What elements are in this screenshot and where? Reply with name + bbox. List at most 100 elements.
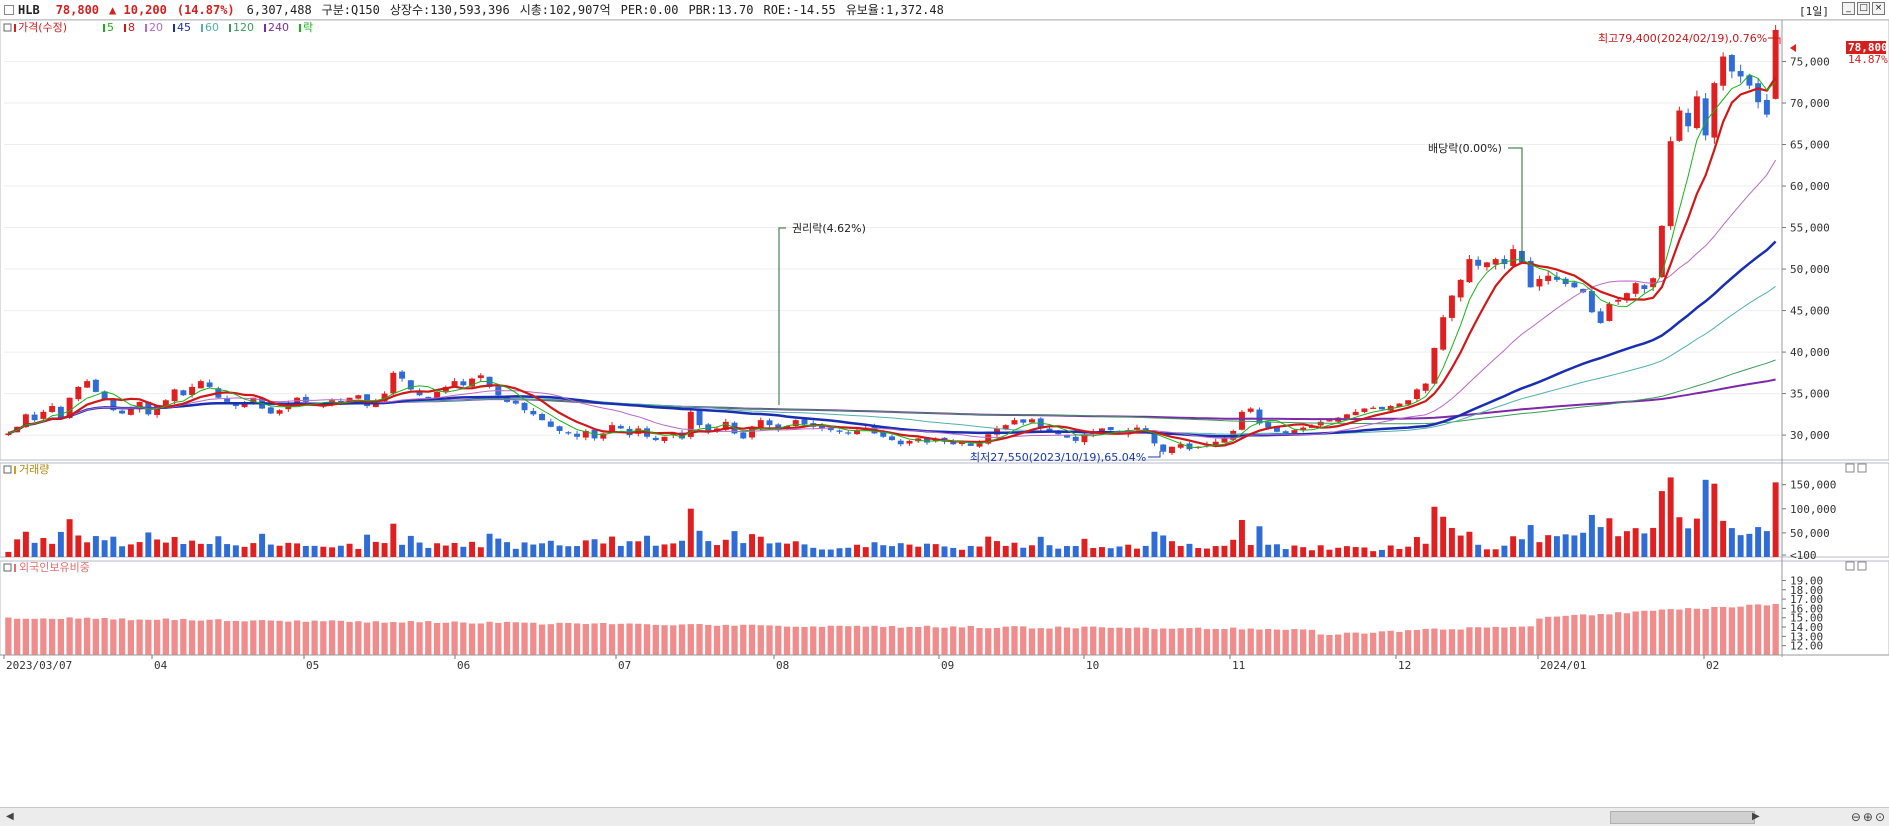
legend-swatch [299, 24, 301, 32]
price-tick-label: 35,000 [1790, 388, 1830, 401]
foreign-bar [328, 620, 336, 655]
volume-bar [1466, 531, 1473, 557]
zoom-in-icon[interactable]: ⊕ [1862, 810, 1873, 824]
foreign-bar [1492, 626, 1499, 655]
volume-bar [1020, 547, 1027, 557]
candle-body [1466, 259, 1473, 283]
volume-bar [49, 543, 56, 557]
stock-chart[interactable]: 30,000 35,000 40,000 45,000 50,000 55,000 60,0… [0, 20, 1889, 807]
foreign-bar [1273, 629, 1281, 655]
volume-bar [1081, 538, 1088, 557]
x-tick-label: 04 [154, 659, 168, 672]
candle-body [206, 382, 213, 387]
volume-bar [1160, 535, 1167, 557]
x-tick-label: 12 [1398, 659, 1411, 672]
period-label[interactable]: [1일] [1799, 5, 1829, 18]
volume-bar [1772, 482, 1779, 557]
volume-bar [1212, 546, 1219, 557]
foreign-bar [468, 623, 476, 655]
foreign-bar [433, 622, 441, 655]
candle-body [652, 437, 659, 441]
foreign-bar [1072, 628, 1079, 655]
current-price: 78,800 [55, 2, 100, 17]
volume-bar [495, 538, 502, 557]
price-tick-label: 50,000 [1790, 263, 1830, 276]
foreign-bar [1370, 632, 1377, 655]
volume-bar [1221, 545, 1228, 557]
volume-bar [1641, 533, 1648, 557]
candle-body [1527, 260, 1534, 288]
candle-body [1676, 110, 1683, 141]
foreign-bar [302, 621, 309, 655]
candle-body [1588, 291, 1595, 313]
candle-body [617, 425, 624, 429]
foreign-bar [13, 618, 21, 655]
volume-bar [889, 546, 895, 557]
volume-bar [1518, 539, 1525, 557]
volume-bar [1265, 544, 1272, 557]
legend-swatch [201, 24, 203, 32]
volume-bar [1037, 536, 1044, 557]
symbol-checkbox-icon[interactable] [4, 4, 14, 15]
candle-body [57, 406, 64, 419]
candle-body [609, 425, 616, 433]
volume-bar [294, 543, 301, 557]
legend-item-5: 60 [205, 21, 219, 34]
foreign-bar [923, 625, 931, 655]
volume-bar [994, 541, 1000, 557]
volume-bar [1387, 545, 1394, 557]
candle-body [1755, 83, 1762, 103]
foreign-bar [565, 622, 572, 655]
volume-bar [1536, 542, 1543, 557]
volume-bar [652, 545, 659, 557]
scroll-right-icon[interactable]: ▶ [1752, 811, 1760, 822]
volume-bar [92, 536, 99, 557]
close-icon[interactable]: × [1872, 2, 1885, 15]
candle-body [1510, 249, 1517, 266]
volume-bar [215, 536, 222, 557]
chart-scrollbar[interactable]: ◀ ▶ ⊖ ⊕ ⊙ [0, 807, 1889, 826]
volume-bar [609, 536, 616, 557]
candle-body [399, 371, 406, 379]
candle-body [171, 389, 178, 402]
stock-symbol[interactable]: HLB [18, 2, 40, 17]
candle-body [1291, 430, 1298, 434]
volume-bar [320, 546, 327, 557]
foreign-bar [547, 624, 554, 655]
scroll-left-icon[interactable]: ◀ [6, 811, 14, 822]
volume-tick-label: 50,000 [1790, 527, 1830, 540]
volume-bar [372, 541, 379, 557]
candle-body [92, 379, 99, 392]
volume-bar [932, 544, 939, 557]
minimize-icon[interactable]: _ [1842, 2, 1855, 15]
volume-bar [1142, 545, 1149, 557]
volume-tick-label: <100 [1790, 549, 1817, 562]
foreign-bar [1151, 629, 1158, 655]
zoom-reset-icon[interactable]: ⊙ [1874, 810, 1885, 824]
volume-bar [1256, 526, 1263, 557]
scroll-thumb[interactable] [1610, 811, 1755, 824]
volume-bar [381, 543, 388, 557]
foreign-bar [118, 618, 126, 655]
foreign-bar [661, 625, 668, 655]
candle-body [1650, 278, 1657, 288]
volume-bar [154, 539, 161, 557]
foreign-bar [582, 624, 589, 655]
foreign-bar [1011, 626, 1018, 655]
foreign-bar [617, 623, 624, 655]
volume-bar [1588, 514, 1595, 557]
foreign-bar [775, 625, 782, 655]
last-change-label: 14.87% [1848, 53, 1888, 66]
foreign-bar [442, 622, 449, 655]
zoom-out-icon[interactable]: ⊖ [1850, 810, 1861, 824]
foreign-bar [993, 628, 1001, 655]
foreign-bar [153, 619, 161, 655]
candle-body [1571, 282, 1578, 288]
volume-bar [897, 543, 904, 557]
legend-swatch [173, 24, 175, 32]
maximize-icon[interactable]: □ [1857, 2, 1870, 15]
candle-body [512, 400, 519, 404]
ma5-line [8, 74, 1776, 449]
foreign-bar [1754, 604, 1762, 655]
candle-body [696, 410, 703, 426]
